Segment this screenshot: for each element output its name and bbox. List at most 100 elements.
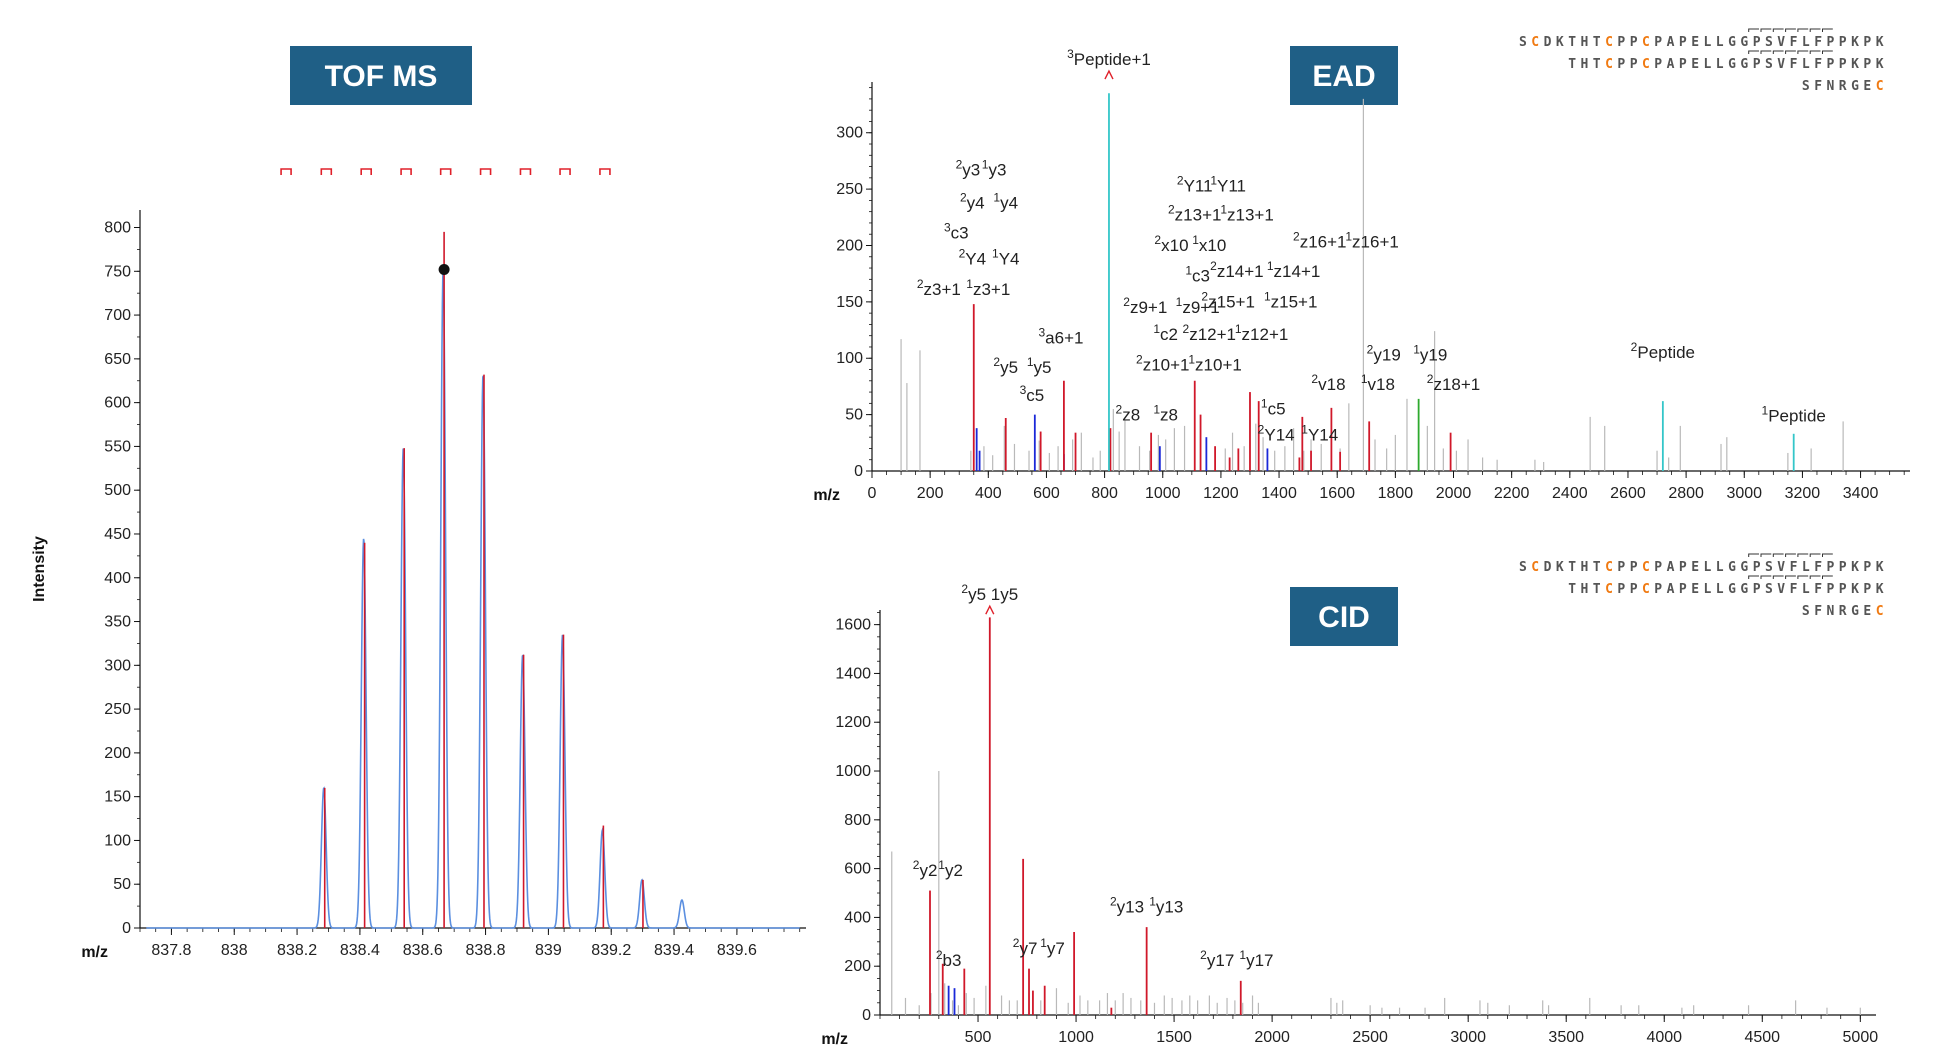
ion-annotation: 1z9+1 <box>1176 295 1220 317</box>
x-tick-label: 1400 <box>1261 485 1297 502</box>
ion-annotation: 1z10+1 <box>1188 353 1241 375</box>
x-tick-label: 1800 <box>1378 485 1414 502</box>
ion-annotation: 1y17 <box>1239 948 1273 970</box>
x-tick-label: 200 <box>917 485 944 502</box>
y-tick-label: 350 <box>104 614 131 631</box>
measured-isotope-trace <box>146 269 800 929</box>
x-axis-title: m/z <box>81 944 108 961</box>
ion-annotation: 1y7 <box>1040 936 1065 958</box>
ead-sequence-coverage: S C D K T H T C P P C P A P E L L G G P S V F L F P P K P KT H T C P P C P A P… <box>1519 28 1885 94</box>
sequence-residue: E <box>1691 57 1700 72</box>
x-tick-label: 3000 <box>1726 485 1762 502</box>
x-tick-label: 2600 <box>1610 485 1646 502</box>
sequence-residue: L <box>1802 57 1811 72</box>
ion-annotation: 2y13 <box>1110 895 1144 917</box>
x-tick-label: 600 <box>1033 485 1060 502</box>
sequence-residue: L <box>1802 35 1811 50</box>
cid-badge-label: CID <box>1318 601 1370 634</box>
y-tick-label: 250 <box>836 181 863 198</box>
sequence-residue: F <box>1814 582 1823 597</box>
ion-annotation: 1z15+1 <box>1264 290 1317 312</box>
y-tick-label: 300 <box>836 125 863 142</box>
ion-annotation: 2z12+1 <box>1183 322 1236 344</box>
ion-annotation: 2Y14 <box>1258 423 1295 445</box>
cleavage-bracket <box>1785 575 1796 579</box>
x-tick-label: 500 <box>965 1029 992 1046</box>
ion-annotation: 2y5 1y5 <box>961 582 1018 604</box>
y-tick-label: 200 <box>844 958 871 975</box>
sequence-residue: P <box>1679 560 1688 575</box>
ion-annotation: 3c3 <box>944 221 969 243</box>
y-tick-label: 200 <box>104 745 131 762</box>
offscale-arrow <box>1104 69 1114 80</box>
sequence-residue: P <box>1839 57 1848 72</box>
sequence-residue: F <box>1814 57 1823 72</box>
y-tick-label: 700 <box>104 307 131 324</box>
y-tick-label: 1400 <box>835 665 871 682</box>
y-tick-label: 550 <box>104 438 131 455</box>
sequence-residue: P <box>1630 582 1639 597</box>
ion-annotation: 2y2 <box>913 858 938 880</box>
isotope-marker <box>320 168 333 175</box>
sequence-residue: P <box>1753 582 1762 597</box>
y-tick-label: 800 <box>844 812 871 829</box>
isotope-marker <box>479 168 492 175</box>
sequence-residue: G <box>1728 560 1737 575</box>
sequence-residue: F <box>1790 560 1799 575</box>
sequence-residue: P <box>1630 57 1639 72</box>
sequence-residue: P <box>1617 560 1626 575</box>
x-tick-label: 1000 <box>1058 1029 1094 1046</box>
sequence-residue: T <box>1593 560 1602 575</box>
cleavage-bracket <box>1809 50 1821 54</box>
y-tick-label: 400 <box>104 570 131 587</box>
x-tick-label: 2000 <box>1254 1029 1290 1046</box>
sequence-residue: V <box>1777 57 1786 72</box>
x-tick-label: 1000 <box>1145 485 1181 502</box>
ion-annotation: 1Y11 <box>1210 173 1246 195</box>
ion-annotation: 1c5 <box>1261 397 1286 419</box>
y-tick-label: 1200 <box>835 714 871 731</box>
offscale-arrow <box>985 604 995 615</box>
sequence-residue: A <box>1667 582 1676 597</box>
ion-annotation: 2b3 <box>936 948 962 970</box>
x-tick-label: 1500 <box>1156 1029 1192 1046</box>
sequence-residue: C <box>1642 560 1651 575</box>
x-tick-label: 839.6 <box>717 942 757 959</box>
cleavage-bracket <box>1797 553 1809 557</box>
y-tick-label: 1600 <box>835 617 871 634</box>
sequence-residue: F <box>1814 560 1823 575</box>
sequence-residue: L <box>1802 560 1811 575</box>
sequence-residue: S <box>1802 79 1811 94</box>
y-tick-label: 1000 <box>835 763 871 780</box>
cleavage-bracket <box>1748 575 1759 579</box>
cleavage-bracket <box>1822 28 1833 32</box>
x-tick-label: 2000 <box>1436 485 1472 502</box>
sequence-residue: H <box>1581 35 1590 50</box>
ion-annotation: 2y4 <box>960 190 985 212</box>
cleavage-bracket <box>1772 28 1784 32</box>
sequence-residue: P <box>1617 35 1626 50</box>
y-tick-label: 0 <box>122 920 131 937</box>
sequence-residue: S <box>1519 560 1528 575</box>
sequence-residue: P <box>1863 582 1872 597</box>
x-axis-title: m/z <box>821 1031 848 1048</box>
sequence-residue: F <box>1814 604 1823 619</box>
sequence-residue: F <box>1790 582 1799 597</box>
ion-annotation: 3a6+1 <box>1038 326 1083 348</box>
sequence-residue: K <box>1876 35 1885 50</box>
sequence-residue: P <box>1679 57 1688 72</box>
sequence-residue: C <box>1605 35 1614 50</box>
y-tick-label: 0 <box>862 1007 871 1024</box>
cleavage-bracket <box>1785 28 1796 32</box>
x-tick-label: 2200 <box>1494 485 1530 502</box>
sequence-residue: P <box>1617 582 1626 597</box>
isotope-marker <box>280 168 292 175</box>
y-tick-label: 400 <box>844 909 871 926</box>
sequence-residue: G <box>1740 582 1749 597</box>
sequence-residue: E <box>1863 604 1872 619</box>
sequence-residue: P <box>1753 57 1762 72</box>
sequence-residue: T <box>1593 57 1602 72</box>
cleavage-bracket <box>1760 50 1772 54</box>
x-tick-label: 800 <box>1091 485 1118 502</box>
cleavage-bracket <box>1760 553 1772 557</box>
